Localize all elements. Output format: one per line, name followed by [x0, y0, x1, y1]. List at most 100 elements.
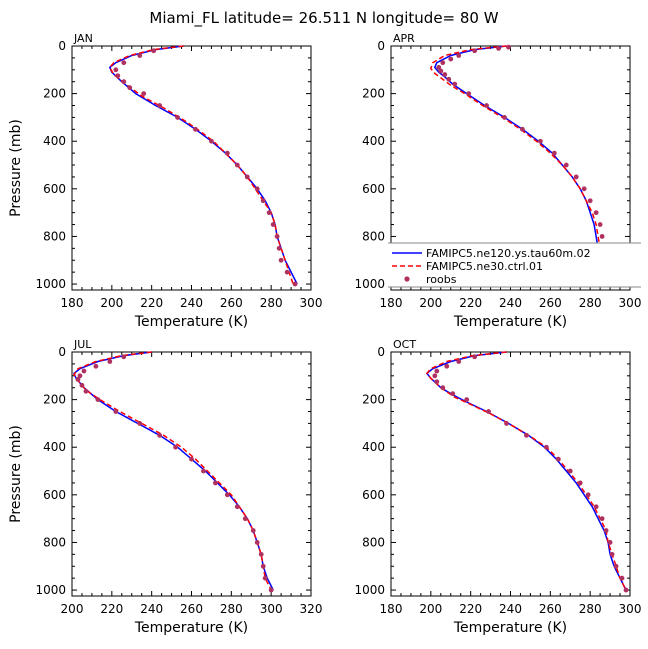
oct-roobs-point: [543, 444, 549, 450]
jul-roobs-point: [254, 540, 260, 545]
apr-xtick-label: 180: [380, 296, 403, 310]
jul-roobs-point: [250, 528, 256, 533]
oct-series-ne30-line: [425, 351, 627, 591]
oct-roobs-point: [555, 456, 561, 462]
oct-ytick-label: 1000: [354, 583, 385, 597]
jan-series-ne30-line: [108, 45, 294, 285]
jul-xtick-label: 220: [100, 602, 123, 616]
jul-plot-frame: [71, 351, 312, 597]
oct-xtick-label: 280: [579, 602, 602, 616]
legend-label-roobs: roobs: [426, 273, 457, 286]
apr-roobs-point: [551, 150, 557, 156]
jul-roobs-point: [173, 444, 178, 450]
jul-ytick-label: 600: [43, 488, 66, 502]
apr-xtick-label: 200: [419, 296, 442, 310]
jan-xtick-label: 180: [61, 296, 84, 310]
apr-panel-label: APR: [393, 32, 415, 45]
jan-roobs-point: [234, 162, 240, 168]
jul-roobs-point: [268, 587, 274, 593]
jan-roobs-point: [276, 245, 282, 251]
jan-roobs-point: [270, 222, 276, 227]
oct-xtick-label: 260: [539, 602, 562, 616]
oct-roobs-point: [504, 421, 509, 426]
apr-ytick-label: 1000: [354, 277, 385, 291]
jul-xtick-label: 240: [140, 602, 163, 616]
jan-panel-label: JAN: [73, 32, 93, 45]
jul-roobs-point: [107, 359, 113, 364]
jan-ytick-label: 200: [43, 87, 66, 101]
oct-roobs-point: [434, 368, 440, 374]
apr-ytick-label: 600: [362, 182, 385, 196]
apr-roobs-point: [446, 76, 452, 82]
jan-xaxis-title: Temperature (K): [134, 314, 248, 330]
jul-yaxis-title: Pressure (mb): [8, 425, 24, 523]
jan-roobs-point: [121, 79, 127, 85]
apr-roobs-point: [597, 222, 603, 227]
legend-box: [388, 243, 641, 287]
oct-roobs-point: [432, 373, 438, 379]
oct-ytick-label: 200: [362, 393, 385, 407]
jan-roobs-point: [260, 198, 266, 204]
legend-label-ne120: FAMIPC5.ne120.ys.tau60m.02: [426, 247, 591, 260]
jan-ytick-label: 400: [43, 134, 66, 148]
legend: FAMIPC5.ne120.ys.tau60m.02 FAMIPC5.ne30.…: [388, 242, 641, 288]
oct-roobs-point: [464, 397, 470, 403]
jan-roobs-point: [274, 234, 280, 239]
jan-xtick-label: 260: [220, 296, 243, 310]
jan-xtick-label: 300: [300, 296, 323, 310]
apr-roobs-point: [456, 53, 462, 58]
jan-roobs-point: [127, 85, 133, 91]
panel-jul: JUL 200 220 240 260 280 300 320 0 200 400 600 800 100…: [8, 338, 322, 636]
oct-roobs-point: [607, 540, 613, 545]
jan-roobs-point: [254, 186, 260, 192]
apr-roobs-point: [563, 162, 569, 168]
oct-ytick-label: 0: [377, 345, 385, 359]
apr-roobs-point: [442, 72, 448, 77]
jul-ytick-label: 800: [43, 535, 66, 549]
jul-roobs-point: [79, 382, 85, 388]
apr-roobs-point: [472, 48, 478, 54]
oct-roobs-point: [585, 492, 591, 498]
apr-xtick-label: 260: [539, 296, 562, 310]
oct-roobs-point: [593, 504, 599, 510]
oct-roobs-point: [613, 563, 619, 569]
apr-xtick-label: 300: [619, 296, 642, 310]
jul-ytick-label: 0: [58, 345, 66, 359]
oct-roobs-point: [524, 432, 529, 438]
jul-roobs-point: [260, 563, 266, 569]
jan-roobs-point: [113, 67, 119, 73]
oct-roobs-point: [434, 379, 440, 385]
oct-roobs-point: [440, 385, 446, 391]
apr-roobs-point: [496, 45, 501, 51]
jul-xtick-label: 280: [220, 602, 243, 616]
jan-xtick-label: 200: [100, 296, 123, 310]
jul-xtick-label: 200: [61, 602, 84, 616]
jan-yaxis-title: Pressure (mb): [8, 119, 24, 217]
legend-marker-roobs: [404, 276, 410, 282]
apr-roobs-point: [593, 210, 599, 216]
oct-xtick-label: 180: [380, 602, 403, 616]
oct-ytick-label: 600: [362, 488, 385, 502]
jan-roobs-point: [292, 281, 298, 287]
oct-xtick-label: 240: [499, 602, 522, 616]
jul-roobs-point: [157, 432, 163, 438]
apr-roobs-point: [587, 198, 593, 204]
jan-roobs-point: [209, 138, 214, 144]
jan-roobs-point: [278, 257, 284, 263]
jan-roobs-point: [284, 269, 290, 275]
jan-roobs-point: [115, 73, 121, 79]
figure-title: Miami_FL latitude= 26.511 N longitude= 8…: [149, 9, 498, 28]
jan-roobs-point: [266, 210, 272, 216]
apr-xtick-label: 280: [579, 296, 602, 310]
apr-ytick-label: 200: [362, 87, 385, 101]
apr-series-ne30-line: [429, 45, 623, 285]
jul-roobs-point: [93, 363, 99, 369]
apr-roobs-point: [440, 60, 446, 66]
oct-roobs-point: [444, 363, 450, 369]
jul-roobs-point: [83, 388, 89, 394]
jul-roobs-point: [258, 551, 264, 557]
apr-xtick-label: 240: [499, 296, 522, 310]
apr-roobs-point: [573, 174, 579, 180]
jul-ytick-label: 1000: [35, 583, 66, 597]
